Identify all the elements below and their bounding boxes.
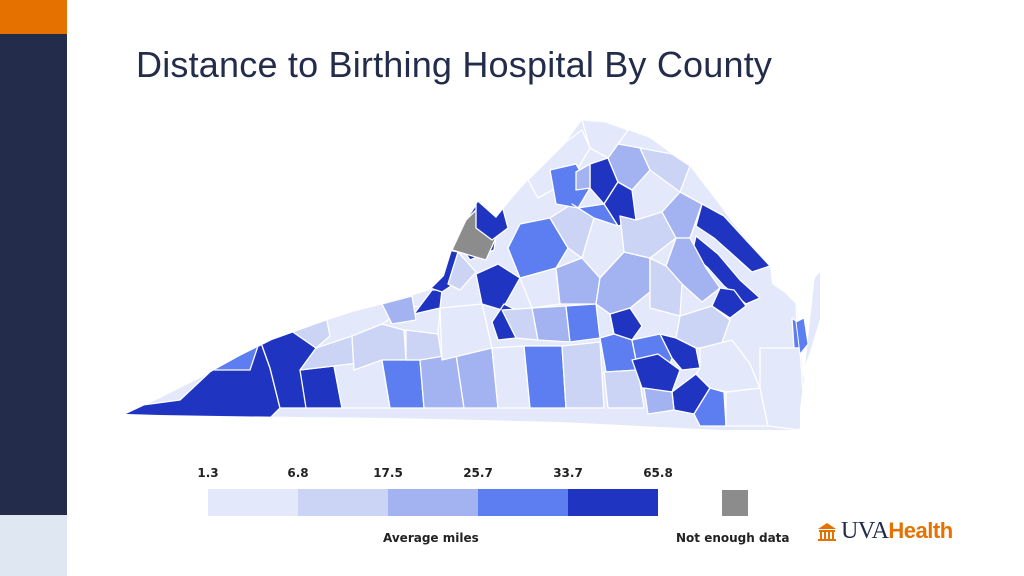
- county-region: [455, 347, 499, 409]
- county-region: [447, 251, 477, 291]
- logo-text-health: Health: [888, 518, 953, 543]
- legend-break-label: 17.5: [373, 466, 403, 480]
- rotunda-icon: [818, 523, 836, 541]
- county-region: [571, 203, 619, 227]
- county-region: [523, 345, 567, 409]
- logo-text-uva: UVA: [841, 517, 889, 544]
- county-region: [795, 317, 809, 356]
- virginia-county-map: [126, 120, 820, 430]
- legend-break-label: 65.8: [643, 466, 673, 480]
- county-region: [381, 295, 417, 325]
- legend-swatch: [388, 489, 478, 516]
- county-region: [695, 203, 771, 273]
- county-region: [695, 339, 761, 393]
- county-region: [639, 147, 691, 193]
- legend-swatch: [568, 489, 658, 516]
- legend-break-label: 33.7: [553, 466, 583, 480]
- legend-swatch: [208, 489, 298, 516]
- county-region: [643, 387, 675, 415]
- county-region: [405, 329, 443, 361]
- legend-swatch: [478, 489, 568, 516]
- sidebar-light-block: [0, 515, 67, 576]
- sidebar-orange-accent: [0, 0, 67, 34]
- county-region: [581, 120, 629, 159]
- legend-color-scale: [208, 489, 658, 516]
- county-region: [381, 359, 425, 409]
- county-region: [475, 263, 521, 311]
- legend-caption: Average miles: [383, 531, 479, 545]
- county-region: [603, 369, 645, 409]
- county-region: [631, 353, 681, 393]
- legend-break-label: 25.7: [463, 466, 493, 480]
- legend-break-label: 1.3: [197, 466, 219, 480]
- county-region: [759, 347, 804, 430]
- county-region: [565, 303, 601, 343]
- no-data-swatch: [722, 490, 748, 516]
- county-region: [711, 287, 747, 319]
- uva-health-logo: UVA Health: [816, 518, 953, 544]
- county-region: [531, 305, 571, 343]
- no-data-caption: Not enough data: [676, 531, 790, 545]
- county-region: [661, 191, 703, 239]
- slide-title: Distance to Birthing Hospital By County: [136, 44, 773, 85]
- county-region: [575, 163, 591, 191]
- county-region: [693, 387, 727, 427]
- legend-break-label: 6.8: [287, 466, 309, 480]
- legend-swatch: [298, 489, 388, 516]
- county-region: [561, 341, 605, 409]
- eastern-shore: [803, 270, 820, 371]
- left-sidebar-band: [0, 0, 67, 576]
